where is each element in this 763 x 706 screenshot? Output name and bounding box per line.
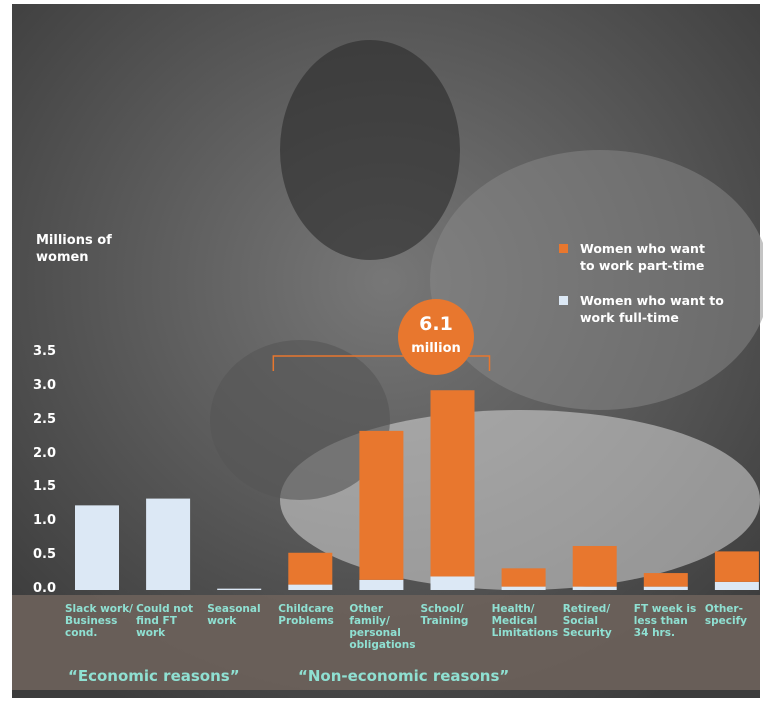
x-tick-label: Other- specify — [705, 603, 763, 627]
y-tick-label: 2.0 — [33, 446, 56, 461]
bar-segment — [644, 587, 688, 590]
bar-segment — [502, 587, 546, 590]
bar-segment — [715, 582, 759, 590]
x-tick-label: Seasonal work — [207, 603, 277, 627]
y-tick-label: 3.5 — [33, 344, 56, 359]
x-tick-label: Childcare Problems — [278, 603, 348, 627]
y-tick-label: 1.5 — [33, 479, 56, 494]
bar-segment — [217, 589, 261, 590]
bar-segment — [431, 576, 475, 590]
y-tick-label: 0.5 — [33, 547, 56, 562]
x-tick-label: Retired/ Social Security — [563, 603, 633, 639]
bar-segment — [146, 499, 190, 590]
x-tick-label: Could not find FT work — [136, 603, 206, 639]
x-tick-label: Health/ Medical Limitations — [492, 603, 562, 639]
legend-label: Women who want to work full-time — [580, 292, 724, 326]
x-tick-label: Other family/ personal obligations — [349, 603, 419, 651]
bar-segment — [573, 546, 617, 587]
bar-segment — [359, 580, 403, 590]
y-tick-label: 3.0 — [33, 378, 56, 393]
y-tick-label: 2.5 — [33, 412, 56, 427]
bar-segment — [573, 587, 617, 590]
x-tick-label: School/ Training — [421, 603, 491, 627]
y-axis-title: Millions of women — [36, 232, 112, 266]
chart: 6.1 million Millions of women 0.0 0.5 1.0 1.5… — [0, 0, 763, 706]
group-label: “Non-economic reasons” — [298, 667, 509, 685]
bar-segment — [715, 551, 759, 581]
bar-segment — [288, 585, 332, 590]
bar-segment — [431, 390, 475, 576]
y-tick-label: 0.0 — [33, 581, 56, 596]
group-label: “Economic reasons” — [68, 667, 240, 685]
legend-swatch — [559, 296, 568, 305]
photo-shape — [280, 40, 460, 260]
x-tick-label: Slack work/ Business cond. — [65, 603, 135, 639]
photo-shape — [430, 150, 763, 410]
annotation-bubble — [398, 299, 474, 375]
annotation-label: million — [411, 341, 461, 356]
legend-label: Women who want to work part-time — [580, 240, 705, 274]
bar-segment — [359, 431, 403, 580]
bar-segment — [288, 553, 332, 585]
legend-swatch — [559, 244, 568, 253]
annotation-number: 6.1 — [419, 313, 453, 335]
bar-segment — [75, 505, 119, 590]
chart-canvas: 6.1 million — [0, 0, 763, 706]
x-tick-label: FT week is less than 34 hrs. — [634, 603, 704, 639]
bar-segment — [644, 573, 688, 587]
bar-segment — [502, 568, 546, 586]
y-tick-label: 1.0 — [33, 513, 56, 528]
